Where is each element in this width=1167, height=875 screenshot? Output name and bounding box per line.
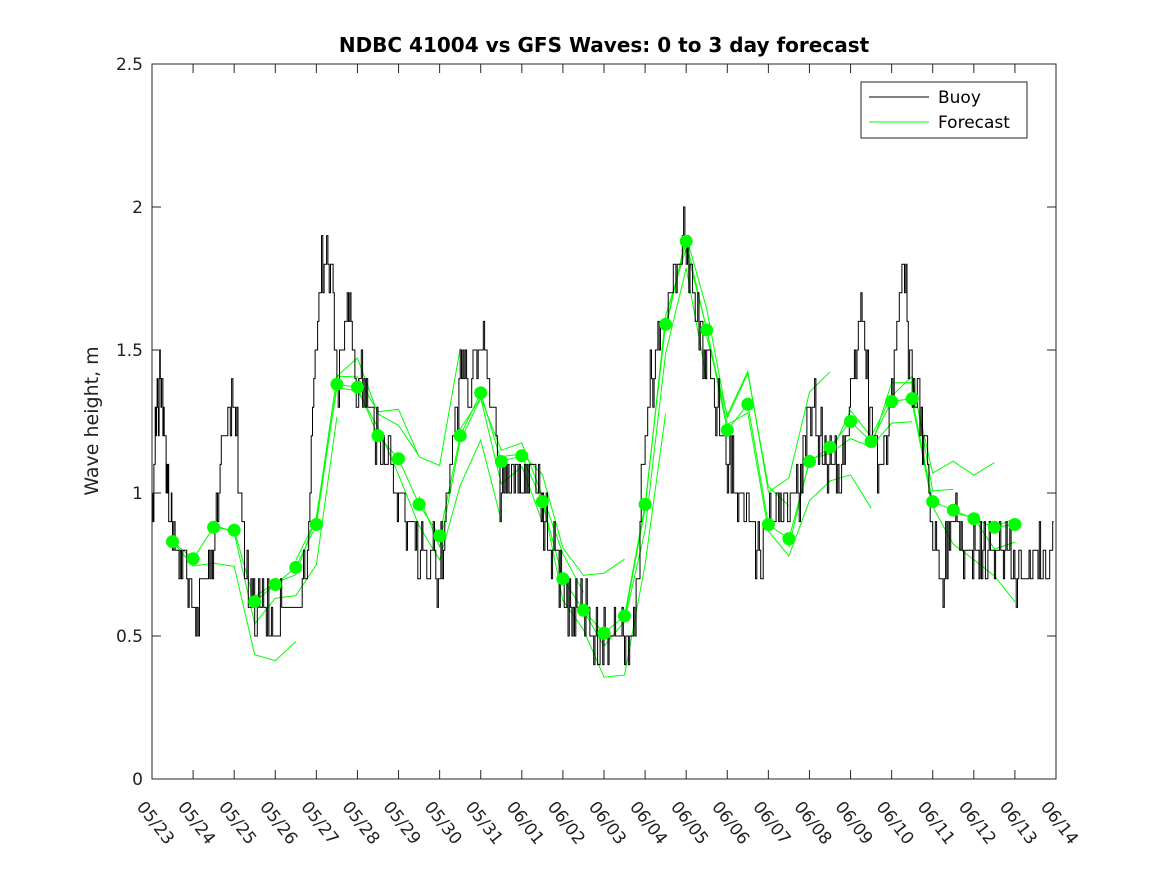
forecast-point [700,323,714,337]
forecast-ensemble-line [336,348,461,467]
forecast-point [905,392,919,406]
forecast-point [392,452,405,466]
forecast-point [309,518,323,531]
forecast-point [535,495,549,509]
forecast-point [803,455,816,468]
buoy-line [152,206,1054,666]
y-tick-label: 2 [132,198,143,218]
forecast-ensemble-line [377,427,502,562]
legend-box [860,81,1028,139]
forecast-series [166,234,1022,640]
forecast-ensemble-line [172,541,297,662]
legend-forecast-label: Forecast [938,113,1010,133]
forecast-point [207,520,221,534]
forecast-point [166,535,179,549]
forecast-point [433,529,447,543]
forecast-point [926,495,940,509]
forecast-point [577,603,590,617]
forecast-point [946,503,960,517]
y-tick-label: 0 [132,770,143,790]
forecast-point [248,595,262,609]
y-tick-label: 1.5 [116,341,143,361]
forecast-point [289,560,303,574]
forecast-point [987,520,1001,534]
forecast-point [494,455,508,468]
forecast-point [618,609,631,623]
forecast-point [659,317,673,331]
forecast-ensemble-line [541,413,667,678]
forecast-point [556,572,570,586]
forecast-point [268,578,282,591]
forecast-point [412,497,426,511]
y-tick-label: 2.5 [116,55,143,75]
forecast-line [172,241,1015,634]
forecast-point [885,395,899,408]
forecast-point [597,626,611,640]
forecast-point [330,377,344,391]
forecast-point [720,423,734,437]
forecast-point [967,512,981,526]
forecast-point [351,380,364,394]
forecast-point [782,532,796,546]
forecast-ensemble-line [706,336,831,493]
forecast-point [844,415,857,428]
forecast-point [741,397,755,411]
chart-title: NDBC 41004 vs GFS Waves: 0 to 3 day fore… [339,33,870,57]
forecast-point [371,429,385,443]
buoy-series [152,206,1054,666]
forecast-point [474,386,488,400]
y-axis: 0 0.5 1 1.5 2 2.5 [116,55,1056,790]
forecast-point [227,523,241,537]
forecast-point [679,234,693,248]
forecast-point [515,449,529,463]
y-tick-label: 1 [132,484,143,504]
forecast-point [453,429,467,443]
forecast-point [186,552,200,566]
y-axis-label: Wave height, m [81,346,103,495]
forecast-point [761,518,775,531]
forecast-point [823,440,837,454]
y-tick-label: 0.5 [116,627,143,647]
forecast-point [864,435,878,448]
forecast-point [1008,518,1022,531]
legend-buoy-label: Buoy [938,88,981,108]
legend: Buoy Forecast [860,81,1028,139]
forecast-point [638,497,652,511]
